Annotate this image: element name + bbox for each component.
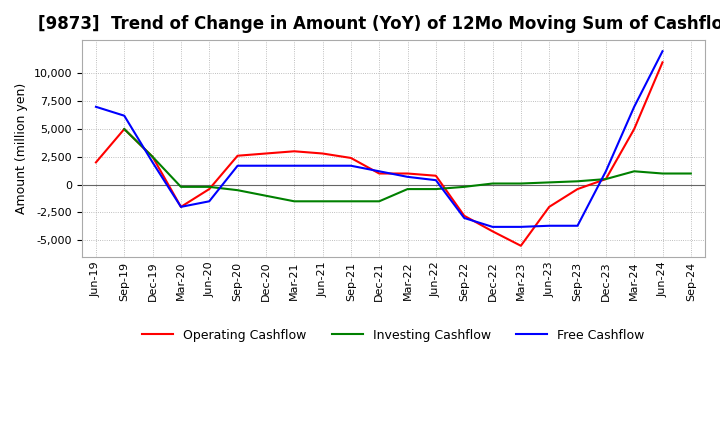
Free Cashflow bbox=[601, 169, 610, 174]
Investing Cashflow bbox=[176, 184, 185, 190]
Operating Cashflow bbox=[205, 187, 214, 192]
Free Cashflow bbox=[91, 104, 100, 110]
Investing Cashflow bbox=[460, 184, 469, 190]
Y-axis label: Amount (million yen): Amount (million yen) bbox=[15, 83, 28, 214]
Free Cashflow bbox=[233, 163, 242, 169]
Operating Cashflow bbox=[630, 126, 639, 132]
Free Cashflow bbox=[516, 224, 525, 230]
Operating Cashflow bbox=[176, 204, 185, 209]
Free Cashflow bbox=[346, 163, 355, 169]
Investing Cashflow bbox=[516, 181, 525, 186]
Investing Cashflow bbox=[261, 193, 270, 198]
Investing Cashflow bbox=[205, 184, 214, 190]
Free Cashflow bbox=[375, 169, 384, 174]
Free Cashflow bbox=[460, 215, 469, 220]
Line: Operating Cashflow: Operating Cashflow bbox=[96, 62, 662, 246]
Operating Cashflow bbox=[573, 187, 582, 192]
Investing Cashflow bbox=[431, 187, 440, 192]
Operating Cashflow bbox=[431, 173, 440, 178]
Investing Cashflow bbox=[601, 176, 610, 182]
Investing Cashflow bbox=[148, 154, 157, 159]
Free Cashflow bbox=[261, 163, 270, 169]
Line: Investing Cashflow: Investing Cashflow bbox=[125, 129, 690, 202]
Legend: Operating Cashflow, Investing Cashflow, Free Cashflow: Operating Cashflow, Investing Cashflow, … bbox=[137, 324, 649, 347]
Operating Cashflow bbox=[290, 149, 299, 154]
Operating Cashflow bbox=[460, 213, 469, 218]
Free Cashflow bbox=[658, 48, 667, 54]
Investing Cashflow bbox=[658, 171, 667, 176]
Free Cashflow bbox=[545, 223, 554, 228]
Line: Free Cashflow: Free Cashflow bbox=[96, 51, 662, 227]
Operating Cashflow bbox=[318, 151, 327, 156]
Investing Cashflow bbox=[630, 169, 639, 174]
Free Cashflow bbox=[176, 204, 185, 209]
Investing Cashflow bbox=[346, 199, 355, 204]
Investing Cashflow bbox=[290, 199, 299, 204]
Investing Cashflow bbox=[573, 179, 582, 184]
Free Cashflow bbox=[573, 223, 582, 228]
Free Cashflow bbox=[205, 199, 214, 204]
Investing Cashflow bbox=[686, 171, 695, 176]
Investing Cashflow bbox=[545, 180, 554, 185]
Investing Cashflow bbox=[120, 126, 129, 132]
Free Cashflow bbox=[120, 113, 129, 118]
Operating Cashflow bbox=[148, 154, 157, 159]
Free Cashflow bbox=[431, 178, 440, 183]
Operating Cashflow bbox=[91, 160, 100, 165]
Investing Cashflow bbox=[375, 199, 384, 204]
Free Cashflow bbox=[403, 174, 412, 180]
Investing Cashflow bbox=[488, 181, 497, 186]
Free Cashflow bbox=[290, 163, 299, 169]
Operating Cashflow bbox=[346, 155, 355, 161]
Operating Cashflow bbox=[120, 126, 129, 132]
Investing Cashflow bbox=[233, 187, 242, 193]
Operating Cashflow bbox=[516, 243, 525, 249]
Investing Cashflow bbox=[318, 199, 327, 204]
Operating Cashflow bbox=[261, 151, 270, 156]
Free Cashflow bbox=[318, 163, 327, 169]
Operating Cashflow bbox=[233, 153, 242, 158]
Free Cashflow bbox=[630, 104, 639, 110]
Title: [9873]  Trend of Change in Amount (YoY) of 12Mo Moving Sum of Cashflows: [9873] Trend of Change in Amount (YoY) o… bbox=[38, 15, 720, 33]
Operating Cashflow bbox=[375, 171, 384, 176]
Free Cashflow bbox=[488, 224, 497, 230]
Operating Cashflow bbox=[488, 229, 497, 234]
Operating Cashflow bbox=[658, 60, 667, 65]
Investing Cashflow bbox=[403, 187, 412, 192]
Free Cashflow bbox=[148, 160, 157, 165]
Operating Cashflow bbox=[403, 171, 412, 176]
Operating Cashflow bbox=[545, 204, 554, 209]
Operating Cashflow bbox=[601, 176, 610, 182]
